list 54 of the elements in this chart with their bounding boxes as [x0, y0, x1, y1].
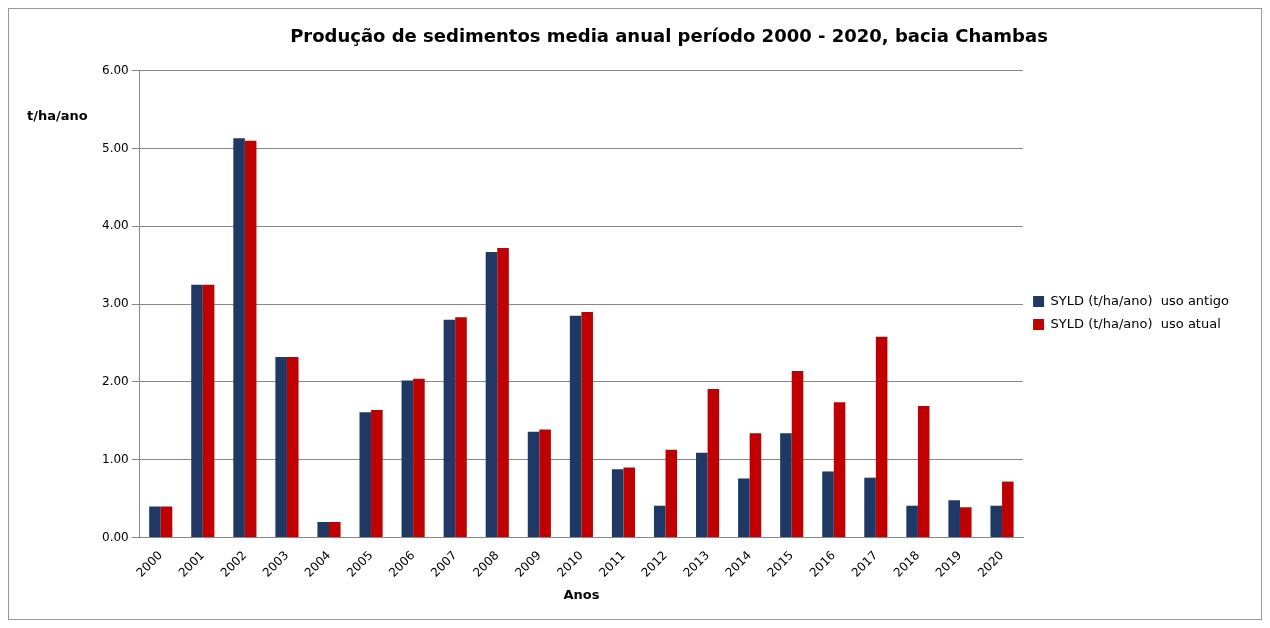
- bar: [149, 506, 161, 538]
- bar: [317, 522, 330, 538]
- bar: [202, 284, 215, 538]
- y-tick-label: 6.00: [102, 62, 129, 77]
- legend-label: SYLD (t/ha/ano) uso atual: [1050, 315, 1221, 331]
- bar: [497, 248, 509, 538]
- chart-title: Produção de sedimentos media anual período 2000 - 2020, bacia Chambas: [290, 25, 1048, 47]
- y-axis-title: t/ha/ano: [27, 107, 88, 123]
- bar: [833, 402, 846, 538]
- bar: [623, 467, 636, 538]
- bar: [959, 507, 972, 538]
- bar: [749, 433, 762, 538]
- bar: [329, 522, 341, 538]
- bar: [527, 431, 540, 538]
- bar: [359, 412, 372, 538]
- bar: [455, 317, 467, 538]
- bar: [160, 506, 173, 538]
- y-tick-label: 1.00: [102, 451, 129, 466]
- bar: [990, 505, 1003, 538]
- y-tick-label: 5.00: [102, 140, 129, 155]
- y-tick-label: 4.00: [102, 218, 129, 233]
- bar: [707, 388, 720, 538]
- bar: [275, 357, 287, 538]
- bar: [1002, 481, 1014, 538]
- bar: [371, 409, 383, 538]
- bar: [244, 140, 257, 538]
- bar: [413, 378, 425, 538]
- bar: [581, 311, 593, 538]
- bar: [191, 284, 203, 538]
- bar: [539, 429, 551, 538]
- bar: [948, 500, 960, 538]
- bar: [611, 469, 624, 538]
- bar: [906, 505, 918, 538]
- bar: [569, 315, 582, 538]
- bar: [738, 478, 750, 538]
- bar: [822, 471, 834, 538]
- bar: [485, 251, 498, 538]
- bar: [696, 452, 708, 538]
- bar: [233, 138, 245, 538]
- bar: [401, 380, 414, 538]
- bar: [780, 433, 792, 538]
- y-tick-label: 2.00: [102, 374, 129, 389]
- bar: [443, 319, 456, 538]
- bar: [917, 406, 930, 538]
- bar: [791, 371, 804, 538]
- bar: [864, 477, 876, 538]
- bar: [665, 449, 678, 538]
- y-tick-label: 0.00: [102, 529, 129, 544]
- bar: [875, 336, 888, 538]
- y-tick-label: 3.00: [102, 296, 129, 311]
- bar: [286, 357, 299, 538]
- legend-label: SYLD (t/ha/ano) uso antigo: [1050, 292, 1230, 308]
- x-axis-title: Anos: [563, 586, 600, 602]
- bar: [653, 505, 666, 538]
